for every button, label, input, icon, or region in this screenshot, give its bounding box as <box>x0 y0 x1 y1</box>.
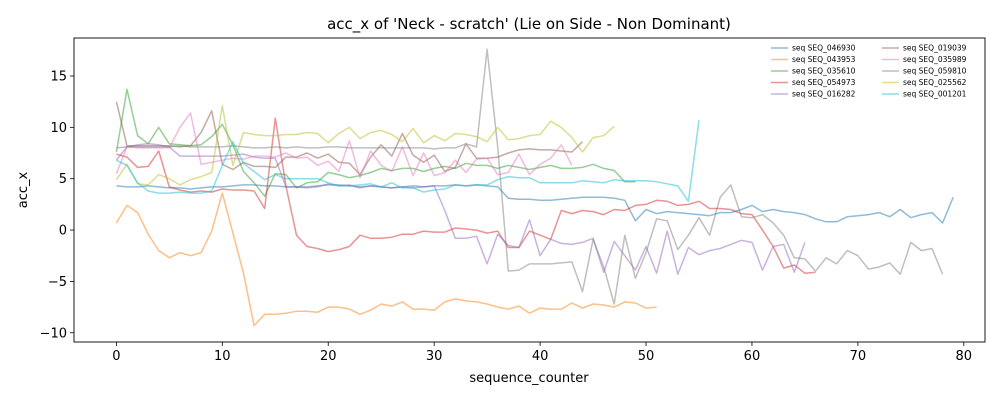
x-tick-label: 50 <box>638 349 655 364</box>
y-axis: −10 −5 0 5 10 15 <box>40 70 74 341</box>
y-tick-label: 5 <box>59 172 67 187</box>
series-line-4 <box>115 143 806 275</box>
series-layer <box>115 48 954 327</box>
plot-frame <box>73 37 986 343</box>
legend-label-8: seq SEQ_025562 <box>903 78 967 87</box>
legend-label-2: seq SEQ_035610 <box>792 67 856 76</box>
series-line-3 <box>116 117 816 274</box>
series-line-7 <box>116 48 944 305</box>
y-axis-label: acc_x <box>16 171 31 208</box>
series-line-2 <box>115 88 636 197</box>
x-axis: 0 10 20 30 40 50 60 70 80 <box>112 342 972 364</box>
legend-label-9: seq SEQ_001201 <box>903 90 967 99</box>
legend-label-0: seq SEQ_046930 <box>792 44 856 53</box>
x-axis-label: sequence_counter <box>469 371 589 386</box>
chart-title: acc_x of 'Neck - scratch' (Lie on Side -… <box>327 15 731 34</box>
legend-label-5: seq SEQ_019039 <box>903 44 967 53</box>
y-tick-label: −5 <box>48 275 67 290</box>
series-line-8 <box>115 105 615 186</box>
legend-label-4: seq SEQ_016282 <box>792 90 856 99</box>
legend-label-6: seq SEQ_035989 <box>903 55 967 64</box>
x-tick-label: 60 <box>744 349 761 364</box>
series-line-5 <box>115 101 584 176</box>
x-tick-label: 10 <box>214 349 231 364</box>
series-line-1 <box>115 192 657 327</box>
y-tick-label: 0 <box>59 224 67 239</box>
y-tick-label: 10 <box>50 121 67 136</box>
x-tick-label: 40 <box>532 349 549 364</box>
y-tick-label: 15 <box>50 70 67 85</box>
x-tick-label: 30 <box>426 349 443 364</box>
x-tick-label: 0 <box>112 349 120 364</box>
x-tick-label: 70 <box>850 349 867 364</box>
legend-label-1: seq SEQ_043953 <box>792 55 856 64</box>
series-line-9 <box>116 120 700 203</box>
series-line-6 <box>115 112 573 179</box>
x-tick-label: 80 <box>956 349 973 364</box>
x-tick-label: 20 <box>320 349 337 364</box>
legend-label-3: seq SEQ_054973 <box>792 78 856 87</box>
y-tick-label: −10 <box>40 326 67 341</box>
legend-label-7: seq SEQ_059810 <box>903 67 967 76</box>
